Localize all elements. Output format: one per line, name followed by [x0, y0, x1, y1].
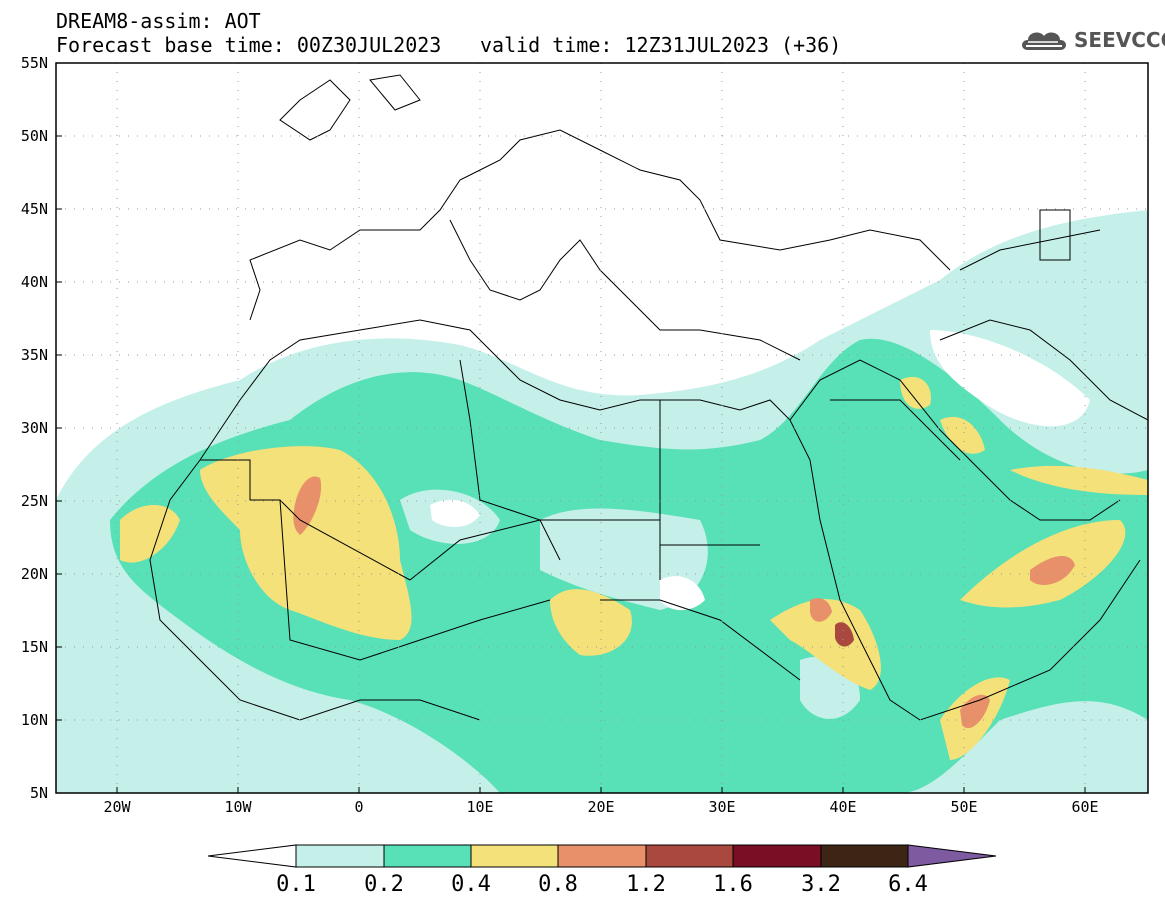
lon-label: 40E	[829, 798, 857, 816]
lat-label: 15N	[20, 638, 48, 656]
lat-label: 55N	[20, 54, 48, 72]
colorbar-low-arrow	[207, 844, 297, 868]
lon-label: 30E	[708, 798, 736, 816]
lat-label: 40N	[20, 273, 48, 291]
colorbar-label: 0.1	[276, 872, 316, 897]
lon-label: 50E	[950, 798, 978, 816]
colorbar-label: 0.4	[451, 872, 491, 897]
aot-contours	[56, 63, 1148, 793]
colorbar-box	[732, 844, 822, 868]
colorbar-label: 1.2	[626, 872, 666, 897]
forecast-base-time: Forecast base time: 00Z30JUL2023	[56, 33, 442, 57]
lon-label: 0	[354, 798, 364, 816]
aot-band-0-1b	[56, 569, 110, 660]
lon-label: 60E	[1071, 798, 1099, 816]
lat-label: 35N	[20, 346, 48, 364]
colorbar-box	[645, 844, 734, 868]
axis-ticks	[56, 62, 1086, 793]
lon-label: 20E	[587, 798, 615, 816]
lat-label: 5N	[29, 784, 48, 802]
lon-label: 20W	[103, 798, 131, 816]
colorbar-box	[383, 844, 472, 868]
lat-label: 50N	[20, 127, 48, 145]
aot-band-0-4	[200, 446, 412, 640]
lat-label: 30N	[20, 419, 48, 437]
aot-band-1-2	[835, 622, 854, 647]
colorbar-box	[557, 844, 647, 868]
colorbar-label: 6.4	[888, 872, 928, 897]
colorbar-box	[295, 844, 385, 868]
lat-label: 25N	[20, 492, 48, 510]
valid-time: valid time: 12Z31JUL2023 (+36)	[480, 33, 842, 57]
lat-label: 10N	[20, 711, 48, 729]
colorbar-label: 0.2	[364, 872, 404, 897]
lon-label: 10W	[224, 798, 252, 816]
coastlines	[149, 74, 1148, 721]
lat-label: 45N	[20, 200, 48, 218]
gridlines	[56, 63, 1148, 793]
colorbar-label: 1.6	[713, 872, 753, 897]
lon-label: 10E	[466, 798, 494, 816]
logo-text: SEEVCCC	[1074, 28, 1165, 52]
colorbar-box	[470, 844, 559, 868]
cloud-icon	[1022, 32, 1066, 50]
colorbar-label: 3.2	[801, 872, 841, 897]
colorbar-box	[820, 844, 909, 868]
colorbar-label: 0.8	[538, 872, 578, 897]
colorbar-high-arrow	[907, 844, 997, 868]
map-title: DREAM8-assim: AOT	[56, 9, 261, 33]
seevccc-logo: SEEVCCC	[1018, 26, 1165, 56]
lat-label: 20N	[20, 565, 48, 583]
